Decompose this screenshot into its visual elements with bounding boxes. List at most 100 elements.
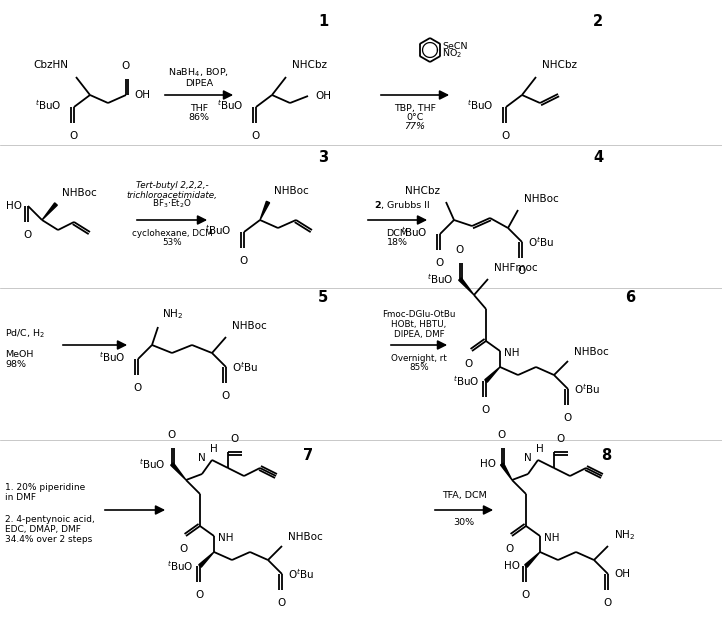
Text: O: O <box>222 391 230 401</box>
Text: NO$_2$: NO$_2$ <box>443 48 463 60</box>
Text: $^t$BuO: $^t$BuO <box>453 374 480 388</box>
Text: TBP, THF: TBP, THF <box>394 104 436 113</box>
Text: O: O <box>465 359 473 369</box>
Text: 98%: 98% <box>5 360 26 369</box>
Polygon shape <box>458 278 474 295</box>
Polygon shape <box>260 201 269 220</box>
Text: MeOH: MeOH <box>5 350 33 359</box>
Text: $^t$BuO: $^t$BuO <box>139 457 166 471</box>
Text: 86%: 86% <box>188 113 209 122</box>
Text: 18%: 18% <box>386 238 407 247</box>
Text: O: O <box>134 383 142 393</box>
Text: TFA, DCM: TFA, DCM <box>442 491 487 500</box>
Text: O: O <box>506 544 514 554</box>
Text: O: O <box>24 230 32 240</box>
Text: $^t$BuO: $^t$BuO <box>168 559 194 573</box>
Text: $^t$BuO: $^t$BuO <box>100 350 126 364</box>
Text: Fmoc-DGlu-OtBu: Fmoc-DGlu-OtBu <box>383 310 456 319</box>
Text: 5: 5 <box>318 290 328 305</box>
Text: O: O <box>604 598 612 608</box>
Text: NHBoc: NHBoc <box>62 188 97 198</box>
Text: O: O <box>556 434 565 444</box>
Text: H: H <box>210 444 218 454</box>
Text: 53%: 53% <box>162 238 182 247</box>
Text: $^t$BuO: $^t$BuO <box>401 225 428 239</box>
Text: NHBoc: NHBoc <box>274 186 309 196</box>
Text: HO: HO <box>480 459 496 469</box>
Polygon shape <box>525 552 540 567</box>
Text: O: O <box>70 131 78 141</box>
Text: 1: 1 <box>318 14 328 29</box>
Text: NH: NH <box>544 533 560 543</box>
Text: NHCbz: NHCbz <box>405 186 440 196</box>
Text: 85%: 85% <box>409 363 429 372</box>
Text: trichloroacetimidate,: trichloroacetimidate, <box>126 191 217 200</box>
Text: $^t$BuO: $^t$BuO <box>467 98 494 112</box>
Text: O: O <box>502 131 510 141</box>
Text: NHFmoc: NHFmoc <box>494 263 538 273</box>
Text: H: H <box>536 444 544 454</box>
Text: DIPEA, DMF: DIPEA, DMF <box>393 330 444 339</box>
Text: HO: HO <box>6 201 22 211</box>
Text: NH$_2$: NH$_2$ <box>162 307 183 321</box>
Text: O: O <box>122 61 130 71</box>
Text: O: O <box>240 256 248 266</box>
Text: 6: 6 <box>625 290 635 305</box>
Text: $^t$BuO: $^t$BuO <box>217 98 244 112</box>
Text: 3: 3 <box>318 151 328 166</box>
Text: 2: 2 <box>374 201 380 210</box>
Text: N: N <box>199 453 206 463</box>
Text: O: O <box>482 405 490 415</box>
Text: 30%: 30% <box>453 518 474 527</box>
Text: Overnight, rt: Overnight, rt <box>391 354 447 363</box>
Text: NHCbz: NHCbz <box>292 60 327 70</box>
Text: O: O <box>168 430 176 440</box>
Text: O: O <box>518 266 526 276</box>
Text: NH: NH <box>218 533 233 543</box>
Text: O: O <box>252 131 260 141</box>
Polygon shape <box>199 552 214 567</box>
Text: NHBoc: NHBoc <box>232 321 266 331</box>
Text: OH: OH <box>134 90 150 100</box>
Text: O$^t$Bu: O$^t$Bu <box>232 360 258 374</box>
Text: THF: THF <box>190 104 208 113</box>
Text: $^t$BuO: $^t$BuO <box>427 272 454 286</box>
Text: O$^t$Bu: O$^t$Bu <box>528 235 554 249</box>
Text: 8: 8 <box>601 447 611 462</box>
Text: $^t$BuO: $^t$BuO <box>35 98 62 112</box>
Text: HOBt, HBTU,: HOBt, HBTU, <box>391 320 447 329</box>
Text: O: O <box>196 590 204 600</box>
Text: DCM: DCM <box>386 229 408 238</box>
Text: NHCbz: NHCbz <box>542 60 577 70</box>
Text: NH$_2$: NH$_2$ <box>614 528 635 542</box>
Text: OH: OH <box>315 91 331 101</box>
Text: 4: 4 <box>593 151 603 166</box>
Text: cyclohexane, DCM: cyclohexane, DCM <box>131 229 212 238</box>
Text: 34.4% over 2 steps: 34.4% over 2 steps <box>5 535 92 544</box>
Text: NHBoc: NHBoc <box>574 347 609 357</box>
Text: O: O <box>278 598 286 608</box>
Text: NHBoc: NHBoc <box>288 532 323 542</box>
Polygon shape <box>484 367 500 383</box>
Text: O$^t$Bu: O$^t$Bu <box>574 382 600 396</box>
Text: O: O <box>436 258 444 268</box>
Text: Pd/C, H$_2$: Pd/C, H$_2$ <box>5 328 45 340</box>
Text: HO: HO <box>504 561 520 571</box>
Text: NHBoc: NHBoc <box>524 194 559 204</box>
Text: CbzHN: CbzHN <box>33 60 68 70</box>
Text: NaBH$_4$, BOP,: NaBH$_4$, BOP, <box>168 67 230 79</box>
Polygon shape <box>42 203 57 220</box>
Text: 7: 7 <box>303 447 313 462</box>
Polygon shape <box>170 463 186 480</box>
Text: 2: 2 <box>593 14 603 29</box>
Text: O: O <box>498 430 506 440</box>
Text: O: O <box>564 413 572 423</box>
Text: O: O <box>522 590 530 600</box>
Text: O: O <box>456 245 464 255</box>
Text: OH: OH <box>614 569 630 579</box>
Text: Tert-butyl 2,2,2,-: Tert-butyl 2,2,2,- <box>136 181 209 190</box>
Text: N: N <box>524 453 532 463</box>
Text: 77%: 77% <box>404 122 425 131</box>
Text: $^t$BuO: $^t$BuO <box>206 223 232 237</box>
Text: DIPEA: DIPEA <box>185 79 213 88</box>
